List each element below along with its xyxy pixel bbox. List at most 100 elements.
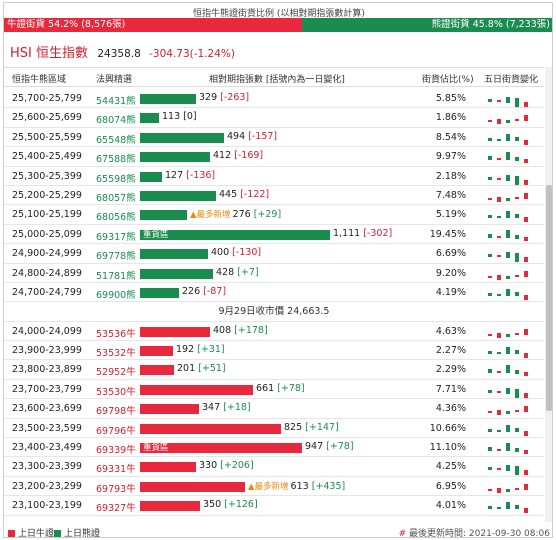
range-cell: 25,100-25,199 xyxy=(12,209,82,221)
contracts-value: 226 xyxy=(182,285,204,297)
sparkline-bar xyxy=(488,233,492,238)
warrant-code-link[interactable]: 65548熊 xyxy=(96,134,136,146)
table-row: 24,900-24,999 69778熊 400 [-130] 6.69% xyxy=(4,244,544,264)
contracts-value: 947 xyxy=(305,441,327,453)
sparkline-bar xyxy=(515,350,519,355)
warrant-code-link[interactable]: 65598熊 xyxy=(96,173,136,185)
sparkline-bar xyxy=(497,332,501,338)
table-row: 23,400-23,499 69339牛 重貨區 947 [+78] 11.10% xyxy=(4,438,544,458)
range-cell: 25,500-25,599 xyxy=(12,131,82,143)
warrant-code-link[interactable]: 69327牛 xyxy=(96,503,136,515)
five-day-sparkline xyxy=(482,206,532,223)
bear-contracts-bar xyxy=(140,171,162,182)
range-cell: 23,300-23,399 xyxy=(12,461,82,473)
sparkline-bar xyxy=(524,372,528,377)
sparkline-bar xyxy=(524,483,528,490)
warrant-code-link[interactable]: 68057熊 xyxy=(96,192,136,204)
sparkline-bar xyxy=(515,448,519,453)
warrant-code-link[interactable]: 53530牛 xyxy=(96,386,136,398)
contracts-label: 330 [+206] xyxy=(199,460,254,471)
warrant-code-link[interactable]: 69339牛 xyxy=(96,445,136,457)
daily-change: [-263] xyxy=(220,92,250,103)
sparkline-bar xyxy=(515,291,519,296)
table-row: 23,900-23,999 53532牛 192 [+31] 2.27% xyxy=(4,341,544,361)
contracts-label: 445 [-122] xyxy=(219,189,269,200)
warrant-code-link[interactable]: 69317熊 xyxy=(96,231,136,243)
sparkline-bar xyxy=(488,447,492,452)
contracts-label: 347 [+18] xyxy=(202,402,251,413)
sparkline-bar xyxy=(515,98,519,107)
heavy-zone-tag: 重貨區 xyxy=(143,229,169,240)
sparkline-bar xyxy=(497,158,501,161)
sparkline-bar xyxy=(515,427,519,432)
sparkline-bar xyxy=(506,502,510,510)
warrant-code-link[interactable]: 69793牛 xyxy=(96,483,136,495)
ratio-bar: 牛證街貨 54.2% (8,576張) 熊證街貨 45.8% (7,233張) xyxy=(4,18,552,32)
sparkline-bar xyxy=(515,410,519,413)
warrant-code-link[interactable]: 69796牛 xyxy=(96,425,136,437)
table-row: 25,300-25,399 65598熊 127 [-136] 2.18% xyxy=(4,167,544,186)
share-pct: 5.85% xyxy=(435,93,466,104)
warrant-code-link[interactable]: 51781熊 xyxy=(96,270,136,282)
warrant-code-link[interactable]: 69778熊 xyxy=(96,251,136,263)
sparkline-bar xyxy=(488,292,492,296)
range-cell: 23,600-23,699 xyxy=(12,403,82,415)
warrant-code-link[interactable]: 69900熊 xyxy=(96,289,136,301)
warrant-code-link[interactable]: 54431熊 xyxy=(96,96,136,107)
contracts-value: 276 xyxy=(232,209,254,221)
sparkline-bar xyxy=(488,176,492,180)
table-row: 25,400-25,499 67588熊 412 [-169] 9.97% xyxy=(4,147,544,167)
contracts-label: 428 [+7] xyxy=(216,267,259,278)
share-pct: 7.48% xyxy=(435,189,466,201)
warrant-code-link[interactable]: 68056熊 xyxy=(96,212,136,224)
share-pct: 2.18% xyxy=(435,170,466,182)
warrant-code-link[interactable]: 53536牛 xyxy=(96,328,136,340)
bear-swatch xyxy=(54,530,61,537)
contracts-value: 127 xyxy=(165,169,187,181)
five-day-sparkline xyxy=(482,109,532,126)
bull-contracts-bar xyxy=(140,462,196,473)
sparkline-bar xyxy=(488,333,492,336)
warrant-code-link[interactable]: 68074熊 xyxy=(96,115,136,127)
sparkline-bar xyxy=(524,179,528,185)
sparkline-bar xyxy=(488,99,492,102)
daily-change: [+147] xyxy=(305,421,339,433)
table-row: 23,100-23,199 69327牛 350 [+126] 4.01% xyxy=(4,496,544,516)
daily-change: [+178] xyxy=(234,324,268,336)
table-row: 23,800-23,899 52952牛 201 [+51] 2.29% xyxy=(4,360,544,380)
sparkline-bar xyxy=(497,196,501,202)
warrant-code-link[interactable]: 53532牛 xyxy=(96,348,136,360)
sparkline-bar xyxy=(497,138,501,141)
daily-change: [+78] xyxy=(326,441,354,453)
scrollbar-thumb[interactable] xyxy=(546,185,552,411)
cbbc-table: 25,700-25,799 54431熊 329 [-263] 5.85% 25,600… xyxy=(4,89,544,516)
sparkline-bar xyxy=(515,505,519,510)
contracts-label: 350 [+126] xyxy=(203,499,258,510)
table-row: 25,600-25,699 68074熊 113 [0] 1.86% xyxy=(4,108,544,128)
share-pct: 2.27% xyxy=(435,345,466,357)
scrollbar[interactable] xyxy=(545,67,552,522)
contracts-label: 1,111 [-302] xyxy=(333,228,392,239)
daily-change: [0] xyxy=(183,111,197,123)
share-pct: 4.19% xyxy=(435,286,466,298)
sparkline-bar xyxy=(515,234,519,239)
sparkline-bar xyxy=(488,411,492,414)
five-day-sparkline xyxy=(482,245,532,263)
warrant-code-link[interactable]: 52952牛 xyxy=(96,367,136,379)
sparkline-bar xyxy=(524,236,528,241)
warrant-code-link[interactable]: 67588熊 xyxy=(96,154,136,166)
five-day-sparkline xyxy=(482,342,532,359)
sparkline-bar xyxy=(515,253,519,263)
contracts-value: 445 xyxy=(219,188,241,200)
sparkline-bar xyxy=(506,252,510,259)
warrant-code-link[interactable]: 69331牛 xyxy=(96,464,136,476)
last-update: # 最後更新時間: 2021-09-30 08:06 xyxy=(399,526,550,537)
bear-contracts-bar xyxy=(140,210,187,221)
most-added-tag: ▲最多新增 xyxy=(190,210,231,221)
warrant-code-link[interactable]: 69798牛 xyxy=(96,406,136,418)
bear-contracts-bar xyxy=(140,268,213,279)
range-cell: 23,100-23,199 xyxy=(12,500,82,512)
sparkline-bar xyxy=(488,275,492,278)
range-cell: 23,700-23,799 xyxy=(12,383,82,395)
sparkline-bar xyxy=(488,389,492,393)
